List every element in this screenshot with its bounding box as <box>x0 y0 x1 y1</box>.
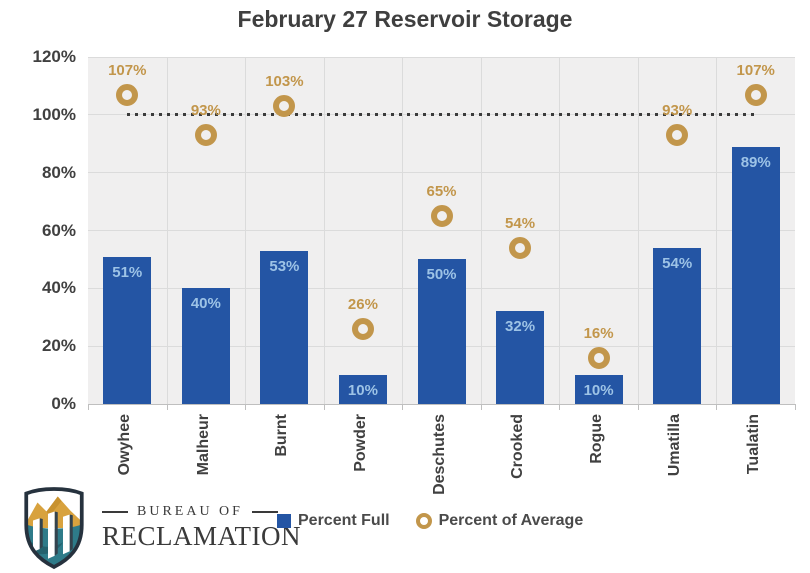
average-value-label: 65% <box>426 183 457 201</box>
bar-burnt <box>260 250 309 404</box>
bar-value-label: 89% <box>740 153 771 171</box>
y-axis-tick-label: 120% <box>32 47 76 66</box>
chart-legend: Percent Full Percent of Average <box>277 512 583 530</box>
logo-text: BUREAU OF RECLAMATION <box>102 504 301 552</box>
gridline-vertical <box>480 57 482 404</box>
average-marker-malheur <box>194 124 217 147</box>
bar-value-label: 53% <box>269 257 300 275</box>
gridline-vertical <box>637 57 639 404</box>
gridline-horizontal <box>88 56 795 58</box>
average-value-label: 107% <box>736 61 775 79</box>
x-axis-tick <box>323 404 325 410</box>
logo-reclamation-label: RECLAMATION <box>102 521 301 551</box>
average-marker-powder <box>351 317 374 340</box>
reference-line-100-percent <box>127 113 756 117</box>
bar-powder <box>338 375 387 404</box>
y-axis-tick-label: 0% <box>51 394 76 413</box>
percent-full-swatch-icon <box>277 514 291 528</box>
x-axis-category-label: Umatilla <box>666 414 684 477</box>
logo-bureau-of-line: BUREAU OF <box>102 504 301 520</box>
bureau-of-reclamation-logo: BUREAU OF RECLAMATION <box>16 486 301 570</box>
bar-malheur <box>181 288 230 404</box>
average-value-label: 93% <box>190 102 221 120</box>
x-axis-tick <box>88 404 89 410</box>
x-axis-tick <box>480 404 482 410</box>
logo-dash-left <box>102 511 128 513</box>
gridline-horizontal <box>88 172 795 174</box>
x-axis-category-label: Deschutes <box>430 414 448 495</box>
bar-value-label: 10% <box>583 382 614 400</box>
chart-title: February 27 Reservoir Storage <box>237 6 573 32</box>
average-value-label: 103% <box>265 73 304 91</box>
legend-item-percent-of-average: Percent of Average <box>415 512 584 530</box>
logo-bureau-of-label: BUREAU OF <box>137 504 243 519</box>
gridline-vertical <box>166 57 168 404</box>
x-axis-tick <box>559 404 561 410</box>
bar-value-label: 40% <box>190 295 221 313</box>
x-axis-category-label: Malheur <box>194 414 212 476</box>
average-marker-burnt <box>273 95 296 118</box>
x-axis-tick <box>637 404 639 410</box>
x-axis-tick <box>795 404 796 410</box>
y-axis-tick-label: 40% <box>41 278 76 298</box>
average-marker-tualatin <box>744 83 767 106</box>
x-axis-category-label: Crooked <box>509 414 527 479</box>
average-marker-owyhee <box>116 83 139 106</box>
x-axis-tick <box>402 404 404 410</box>
bar-crooked <box>496 311 545 404</box>
y-axis-tick-label: 20% <box>41 336 76 356</box>
legend-item-percent-full: Percent Full <box>277 512 390 530</box>
bar-rogue <box>574 375 623 404</box>
legend-label-percent-full: Percent Full <box>298 512 390 529</box>
x-axis-line <box>88 403 795 405</box>
gridline-vertical <box>323 57 325 404</box>
gridline-vertical <box>559 57 561 404</box>
x-axis-category-label: Burnt <box>273 414 291 457</box>
average-marker-umatilla <box>666 124 689 147</box>
bar-value-label: 10% <box>347 382 378 400</box>
x-axis-category-label: Owyhee <box>116 414 134 476</box>
bar-value-label: 50% <box>426 266 457 284</box>
average-value-label: 54% <box>505 214 536 232</box>
average-marker-crooked <box>509 236 532 259</box>
x-axis-tick <box>245 404 247 410</box>
y-axis-tick-label: 60% <box>41 220 76 240</box>
gridline-vertical <box>716 57 718 404</box>
average-value-label: 16% <box>583 324 614 342</box>
bar-tualatin <box>731 146 780 404</box>
x-axis-category-label: Tualatin <box>744 414 762 475</box>
y-axis-tick-label: 100% <box>32 104 76 124</box>
y-axis-tick-label: 80% <box>41 162 76 182</box>
x-axis-category-label: Powder <box>351 414 369 472</box>
average-marker-rogue <box>587 346 610 369</box>
bar-owyhee <box>103 256 152 404</box>
plot-area: 51% 107% 40% 93% 53% 103% 10% 26% 50% 65% 32% 54% 10… <box>88 56 796 410</box>
x-axis-category-label: Rogue <box>587 414 605 464</box>
y-axis: 120% 100% 80% 60% 40% 20% 0% <box>0 47 76 413</box>
bar-deschutes <box>417 259 466 404</box>
gridline-horizontal <box>88 230 795 231</box>
bar-umatilla <box>653 247 702 404</box>
percent-of-average-ring-icon <box>415 513 432 529</box>
bar-value-label: 51% <box>112 263 143 281</box>
reclamation-shield-icon <box>24 487 84 570</box>
gridline-vertical <box>245 57 247 404</box>
x-axis-tick <box>716 404 718 410</box>
average-marker-deschutes <box>430 205 453 228</box>
average-value-label: 26% <box>347 295 378 313</box>
legend-label-percent-of-average: Percent of Average <box>438 512 584 529</box>
logo-dash-right <box>251 511 278 513</box>
average-value-label: 107% <box>108 61 147 79</box>
x-axis-tick <box>166 404 168 410</box>
bar-value-label: 54% <box>662 254 693 272</box>
bar-value-label: 32% <box>505 318 536 336</box>
gridline-vertical <box>402 57 404 404</box>
average-value-label: 93% <box>662 102 693 120</box>
